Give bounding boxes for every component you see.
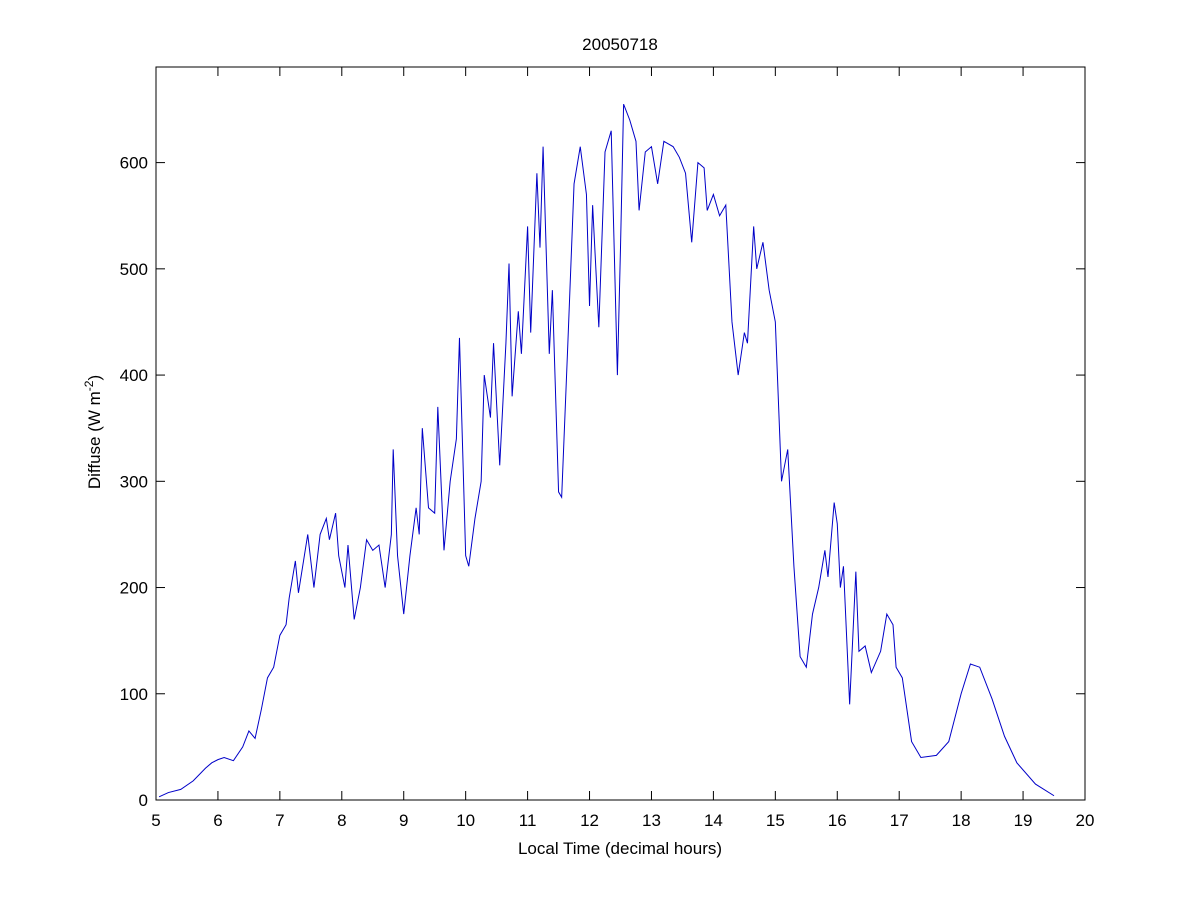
y-tick-label: 300 bbox=[120, 472, 148, 491]
chart-title: 20050718 bbox=[582, 35, 658, 54]
x-tick-label: 16 bbox=[828, 811, 847, 830]
y-tick-label: 200 bbox=[120, 579, 148, 598]
y-axis-label-main: Diffuse (W m bbox=[85, 391, 104, 489]
data-line bbox=[158, 103, 1055, 798]
y-tick-label: 100 bbox=[120, 685, 148, 704]
x-tick-label: 17 bbox=[890, 811, 909, 830]
x-tick-label: 11 bbox=[519, 811, 537, 830]
x-tick-label: 14 bbox=[704, 811, 723, 830]
x-axis-label: Local Time (decimal hours) bbox=[518, 839, 722, 858]
y-axis-label: Diffuse (W m-2) bbox=[82, 375, 104, 489]
x-tick-label: 13 bbox=[642, 811, 661, 830]
x-tick-label: 12 bbox=[580, 811, 599, 830]
x-tick-label: 9 bbox=[399, 811, 408, 830]
x-tick-label: 8 bbox=[337, 811, 346, 830]
x-tick-label: 20 bbox=[1076, 811, 1095, 830]
y-axis-label-superscript: -2 bbox=[82, 380, 96, 391]
x-tick-label: 6 bbox=[213, 811, 222, 830]
x-tick-label: 18 bbox=[952, 811, 971, 830]
x-tick-label: 5 bbox=[151, 811, 160, 830]
x-tick-label: 19 bbox=[1014, 811, 1033, 830]
plot-frame bbox=[155, 66, 1086, 801]
y-tick-label: 600 bbox=[120, 154, 148, 173]
x-tick-label: 15 bbox=[766, 811, 785, 830]
y-tick-label: 0 bbox=[139, 791, 148, 810]
y-tick-label: 500 bbox=[120, 260, 148, 279]
y-tick-label: 400 bbox=[120, 366, 148, 385]
y-axis-label-suffix: ) bbox=[85, 375, 104, 381]
x-tick-label: 7 bbox=[275, 811, 284, 830]
x-tick-label: 10 bbox=[456, 811, 475, 830]
